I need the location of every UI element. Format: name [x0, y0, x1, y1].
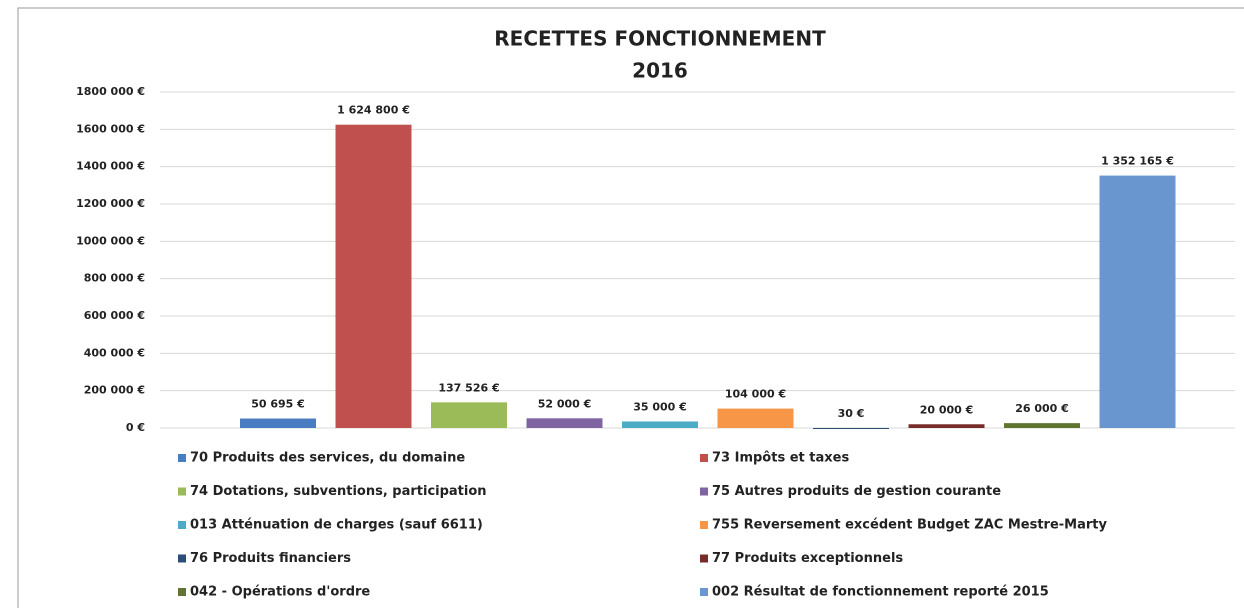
legend-swatch: [700, 554, 708, 563]
y-tick-label: 600 000 €: [84, 309, 145, 322]
bar: [622, 421, 698, 428]
legend-label: 042 - Opérations d'ordre: [190, 585, 370, 600]
bar: [1099, 175, 1176, 428]
legend-swatch: [178, 487, 186, 496]
data-label: 20 000 €: [920, 403, 974, 416]
bar: [526, 418, 603, 428]
legend-label: 70 Produits des services, du domaine: [190, 451, 465, 466]
data-label: 50 695 €: [251, 398, 305, 411]
bar: [240, 418, 316, 428]
legend-swatch: [178, 588, 186, 596]
legend-swatch: [178, 521, 186, 529]
bar: [335, 124, 412, 428]
bar: [717, 408, 794, 428]
y-tick-label: 1800 000 €: [76, 85, 145, 98]
y-tick-label: 1400 000 €: [76, 160, 145, 173]
y-tick-label: 1000 000 €: [76, 234, 145, 247]
data-label: 35 000 €: [633, 400, 687, 413]
y-tick-label: 1600 000 €: [76, 122, 145, 135]
legend-swatch: [700, 521, 708, 529]
legend-swatch: [700, 588, 708, 596]
data-label: 104 000 €: [725, 388, 786, 401]
legend-label: 75 Autres produits de gestion courante: [712, 484, 1001, 499]
data-label: 137 526 €: [438, 381, 499, 394]
legend-swatch: [178, 554, 186, 563]
y-tick-label: 200 000 €: [84, 384, 145, 397]
y-tick-label: 1200 000 €: [76, 197, 145, 210]
legend-label: 74 Dotations, subventions, participation: [190, 484, 487, 499]
data-label: 1 624 800 €: [337, 104, 410, 117]
chart-title: RECETTES FONCTIONNEMENT: [494, 27, 826, 51]
y-tick-label: 0 €: [126, 421, 145, 434]
legend-swatch: [700, 454, 708, 462]
y-tick-label: 800 000 €: [84, 272, 145, 285]
chart-subtitle: 2016: [632, 59, 688, 83]
y-tick-label: 400 000 €: [84, 346, 145, 359]
data-label: 30 €: [838, 407, 865, 420]
bar: [1004, 423, 1080, 428]
legend-label: 755 Reversement excédent Budget ZAC Mest…: [712, 518, 1107, 533]
data-label: 1 352 165 €: [1101, 155, 1174, 168]
data-label: 52 000 €: [538, 397, 592, 410]
bar: [431, 402, 507, 428]
legend-swatch: [700, 487, 708, 496]
legend-label: 77 Produits exceptionnels: [712, 551, 903, 566]
bar: [908, 424, 985, 428]
legend-label: 002 Résultat de fonctionnement reporté 2…: [712, 585, 1049, 600]
chart-frame: [17, 7, 1244, 608]
bar: [813, 427, 889, 429]
legend-label: 013 Atténuation de charges (sauf 6611): [190, 518, 483, 533]
legend-swatch: [178, 454, 186, 462]
data-label: 26 000 €: [1015, 402, 1069, 415]
legend-label: 76 Produits financiers: [190, 551, 351, 566]
legend-label: 73 Impôts et taxes: [712, 451, 849, 466]
